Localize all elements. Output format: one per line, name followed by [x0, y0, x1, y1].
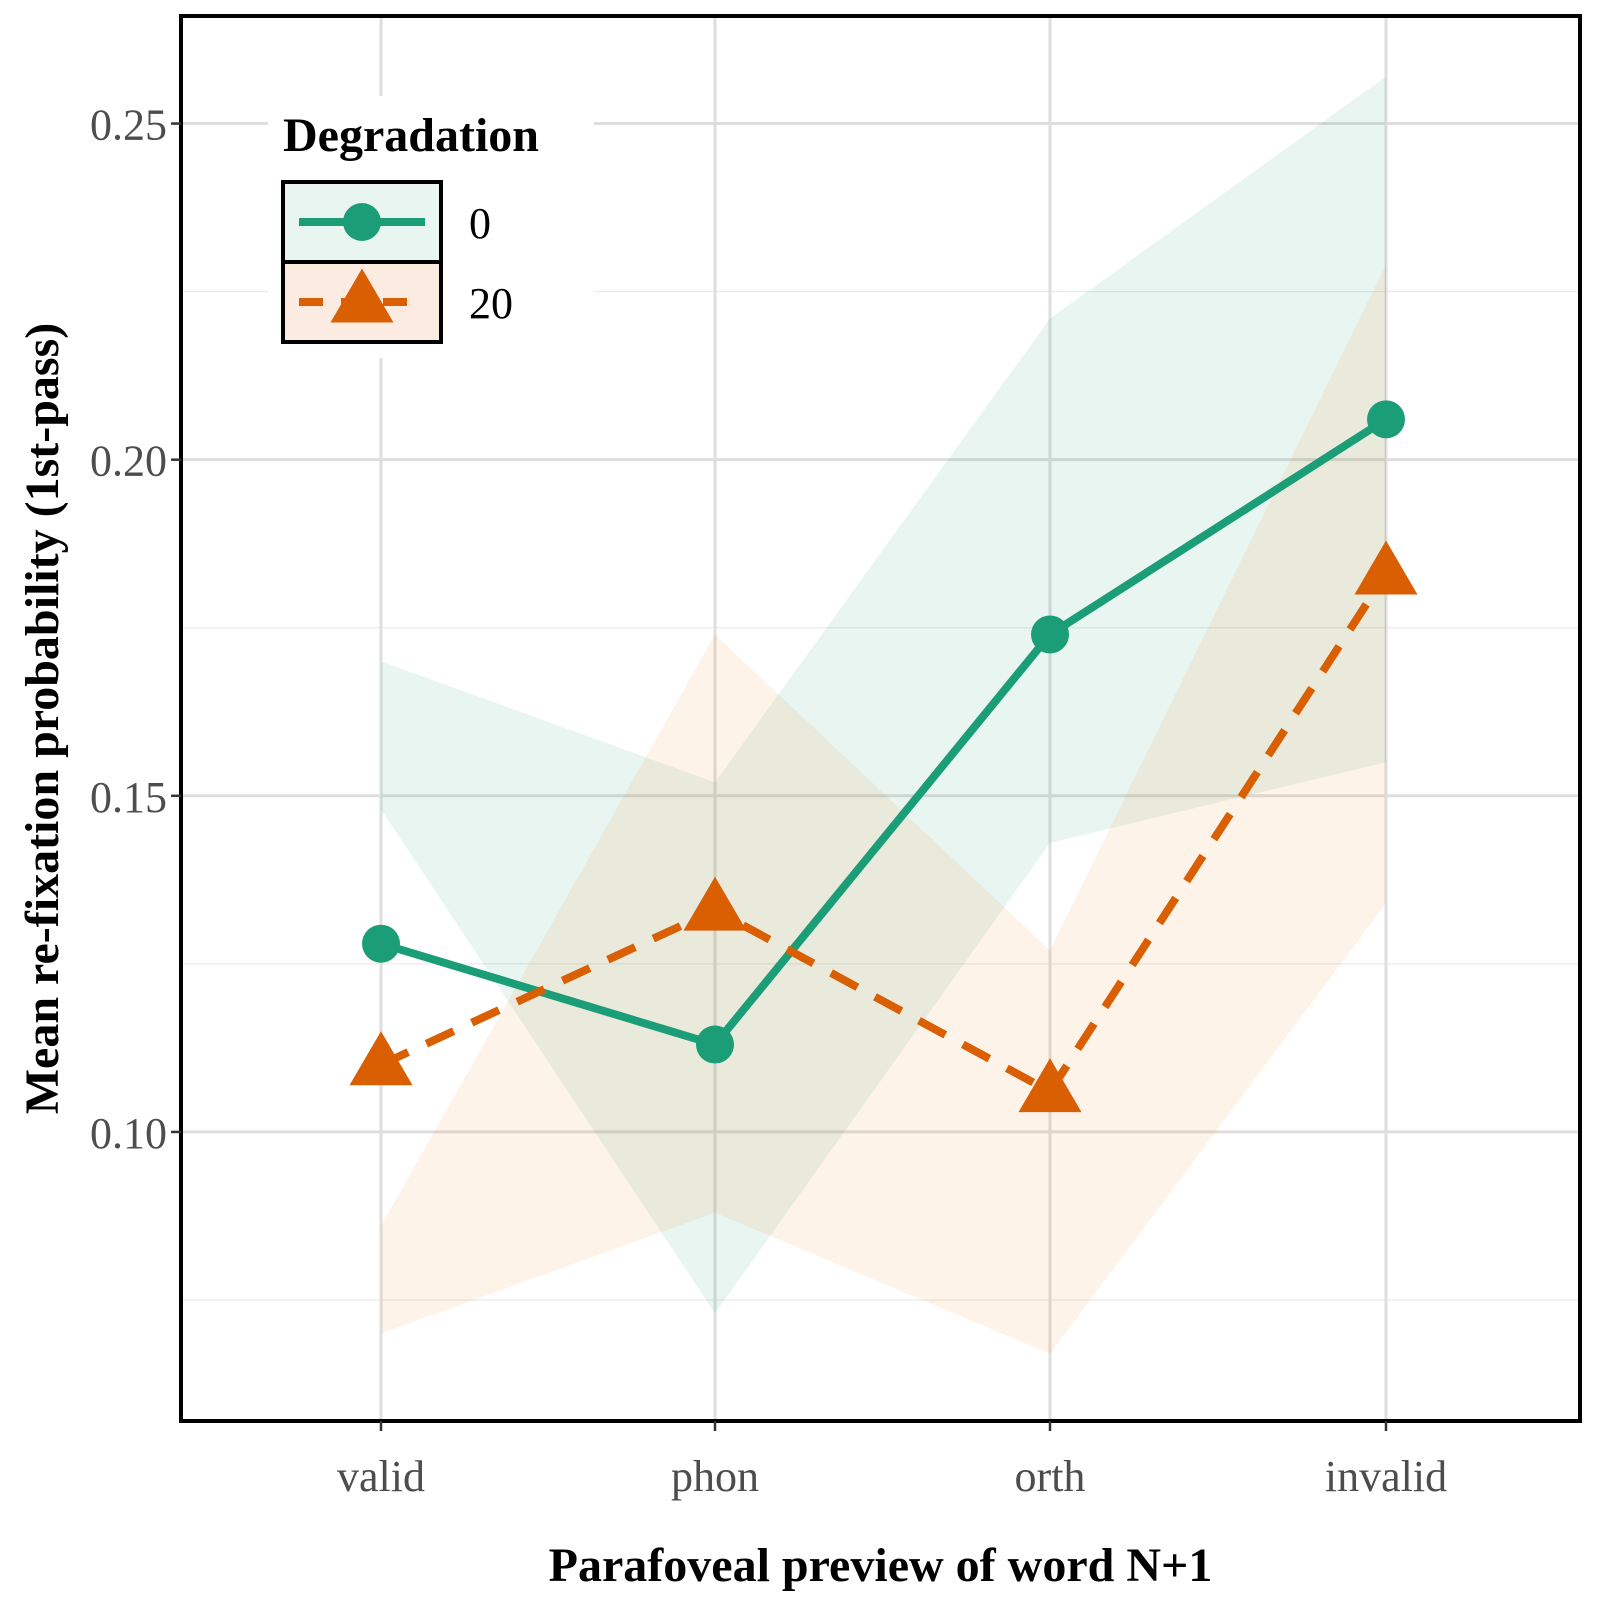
confidence-ribbon	[381, 76, 1386, 1314]
y-tick-label: 0.20	[90, 437, 167, 486]
legend-label: 0	[469, 199, 491, 248]
data-point	[683, 876, 747, 931]
grid	[181, 16, 1580, 1421]
series-line	[379, 415, 1389, 1049]
legend-label: 20	[469, 279, 513, 328]
y-axis-title: Mean re-fixation probability (1st-pass)	[16, 323, 69, 1115]
legend-keys: 0 20	[281, 180, 513, 344]
legend-key-marker	[343, 203, 381, 241]
confidence-ribbon	[381, 264, 1386, 1354]
data-point	[1367, 400, 1405, 439]
data-point	[349, 1031, 413, 1086]
data-point	[1018, 1058, 1082, 1113]
data-point	[1354, 540, 1418, 595]
y-tick-label: 0.25	[90, 101, 167, 150]
data-point	[696, 1025, 734, 1064]
x-axis-title: Parafoveal preview of word N+1	[549, 1539, 1213, 1592]
y-tick-label: 0.10	[90, 1109, 167, 1158]
data-point	[1031, 615, 1069, 654]
panel-border	[179, 14, 1582, 1423]
legend-title: Degradation	[283, 109, 539, 162]
y-tick-label: 0.15	[90, 773, 167, 822]
confidence-ribbons	[381, 76, 1386, 1354]
series-line	[379, 571, 1390, 1096]
y-axis-ticks: 0.10 0.15 0.20 0.25	[90, 101, 181, 1158]
x-tick-label: phon	[671, 1452, 759, 1501]
series-lines	[379, 415, 1390, 1096]
series-markers	[349, 400, 1418, 1113]
x-tick-label: orth	[1015, 1452, 1086, 1501]
x-axis-ticks: valid phon orth invalid	[337, 1421, 1447, 1501]
x-tick-label: valid	[337, 1452, 425, 1501]
data-point	[362, 924, 400, 963]
legend: Degradation 0 20	[268, 96, 594, 358]
x-tick-label: invalid	[1325, 1452, 1447, 1501]
legend-key-marker	[330, 268, 394, 323]
